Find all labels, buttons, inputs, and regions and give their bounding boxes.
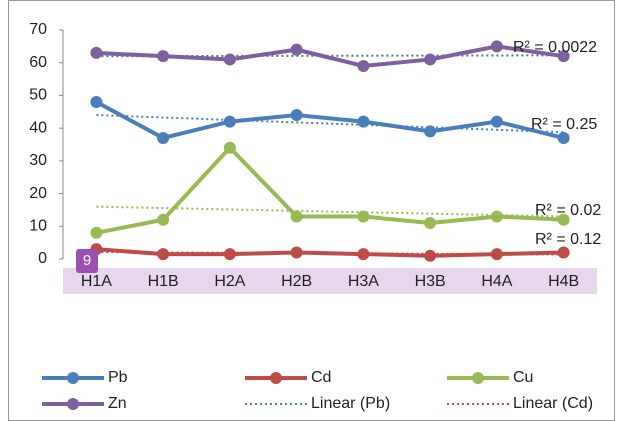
legend-label: Linear (Cd) <box>513 395 593 412</box>
marker <box>223 53 236 66</box>
x-tick-label: H4A <box>481 273 512 290</box>
marker <box>290 109 303 122</box>
marker <box>557 50 570 63</box>
marker <box>290 43 303 56</box>
marker <box>157 213 170 226</box>
x-tick-label: H3A <box>348 273 379 290</box>
marker <box>490 40 503 53</box>
line <box>96 247 564 258</box>
legend-marker <box>67 372 79 384</box>
marker <box>490 210 503 223</box>
marker <box>90 46 103 59</box>
marker <box>223 141 236 154</box>
marker <box>424 125 437 138</box>
y-tick-label: 50 <box>29 87 47 104</box>
marker <box>424 53 437 66</box>
legend-label: Pb <box>108 369 128 386</box>
x-tick-label: H1B <box>148 273 179 290</box>
marker <box>424 217 437 230</box>
marker <box>290 210 303 223</box>
marker <box>90 95 103 108</box>
marker <box>90 226 103 239</box>
marker <box>157 50 170 63</box>
legend-marker <box>472 372 484 384</box>
r-squared-label: R² = 0.0022 <box>513 39 597 56</box>
badge-text: 9 <box>83 252 91 269</box>
marker <box>157 248 170 261</box>
marker <box>223 248 236 261</box>
r-squared-label: R² = 0.25 <box>531 116 597 133</box>
line <box>95 100 565 140</box>
r-squared-label: R² = 0.12 <box>535 231 601 248</box>
marker <box>490 115 503 128</box>
y-tick-label: 10 <box>29 218 47 235</box>
legend-label: Cu <box>513 369 533 386</box>
line <box>96 44 564 68</box>
legend-marker <box>270 372 282 384</box>
legend-marker <box>67 398 79 410</box>
marker <box>290 246 303 259</box>
y-tick-label: 40 <box>29 119 47 136</box>
r-squared-label: R² = 0.02 <box>535 202 601 219</box>
legend-label: Linear (Pb) <box>311 395 390 412</box>
marker <box>357 210 370 223</box>
marker <box>557 246 570 259</box>
marker <box>357 115 370 128</box>
y-tick-label: 70 <box>29 21 47 38</box>
category-band <box>63 268 597 294</box>
marker <box>490 248 503 261</box>
marker <box>157 131 170 144</box>
badge <box>76 249 98 273</box>
marker <box>357 248 370 261</box>
x-tick-label: H2A <box>214 273 245 290</box>
y-tick-label: 20 <box>29 185 47 202</box>
marker <box>223 115 236 128</box>
legend-label: Zn <box>108 395 127 412</box>
line <box>95 145 564 235</box>
x-tick-label: H2B <box>281 273 312 290</box>
x-tick-label: H1A <box>81 273 112 290</box>
legend-label: Cd <box>311 369 331 386</box>
marker <box>424 249 437 262</box>
y-tick-label: 30 <box>29 152 47 169</box>
marker <box>557 213 570 226</box>
y-tick-label: 60 <box>29 54 47 71</box>
y-tick-label: 0 <box>38 250 47 267</box>
x-tick-label: H3B <box>415 273 446 290</box>
marker <box>357 59 370 72</box>
marker <box>557 131 570 144</box>
x-tick-label: H4B <box>548 273 579 290</box>
